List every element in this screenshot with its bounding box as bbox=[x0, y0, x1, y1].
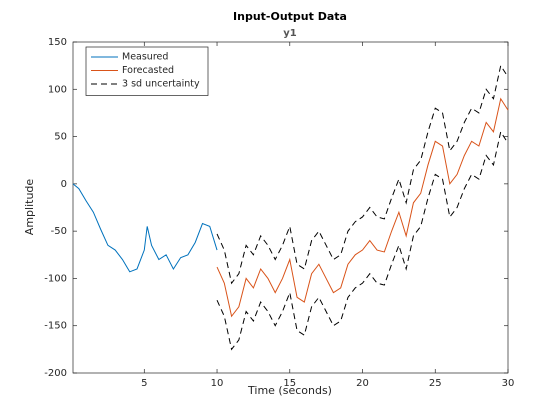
axes-box bbox=[72, 41, 509, 374]
x-axis-label: Time (seconds) bbox=[247, 384, 332, 397]
x-tick-label: 25 bbox=[429, 378, 442, 389]
y-tick-label: -100 bbox=[44, 273, 67, 284]
x-tick-label: 10 bbox=[211, 378, 224, 389]
y-tick-label: -150 bbox=[44, 321, 67, 332]
y-tick-label: 150 bbox=[48, 37, 67, 48]
x-tick-label: 20 bbox=[356, 378, 369, 389]
chart-title: Input-Output Data bbox=[233, 10, 347, 23]
y-tick-label: -200 bbox=[44, 368, 67, 379]
y-axis-label: Amplitude bbox=[23, 179, 36, 236]
chart-subtitle: y1 bbox=[283, 28, 297, 39]
legend-label: Forecasted bbox=[122, 65, 174, 76]
series-line bbox=[72, 183, 218, 273]
legend-label: Measured bbox=[122, 52, 168, 63]
y-tick-label: 100 bbox=[48, 84, 67, 95]
x-tick-label: 15 bbox=[283, 378, 296, 389]
y-tick-label: -50 bbox=[51, 226, 67, 237]
series-line bbox=[216, 130, 509, 351]
x-tick-label: 30 bbox=[502, 378, 515, 389]
series-line bbox=[216, 64, 509, 285]
legend-label: 3 sd uncertainty bbox=[122, 79, 200, 90]
y-tick-label: 0 bbox=[61, 179, 67, 190]
legend-box bbox=[85, 46, 209, 96]
series-line bbox=[216, 97, 509, 318]
y-tick-label: 50 bbox=[54, 132, 67, 143]
x-tick-label: 5 bbox=[141, 378, 147, 389]
